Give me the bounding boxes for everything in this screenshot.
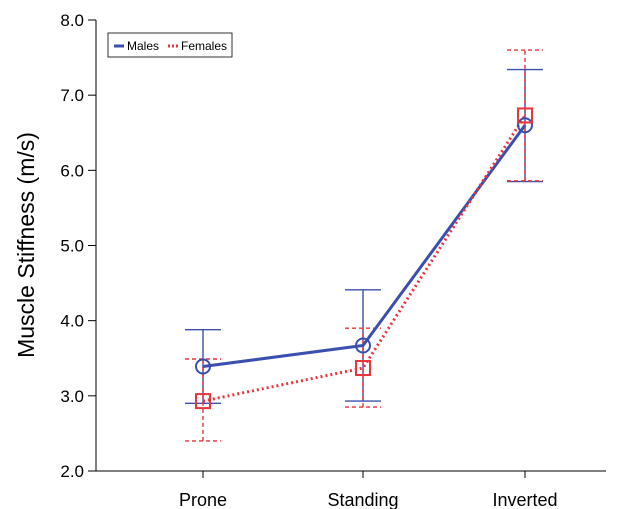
- legend-label-males: Males: [127, 39, 159, 53]
- x-tick-label: Inverted: [492, 490, 557, 509]
- y-tick-label: 7.0: [60, 86, 84, 105]
- error-bars: [185, 49, 543, 442]
- point-males: [517, 117, 533, 134]
- axes: 2.0 3.0 4.0 5.0 6.0 7.0 8.0 Prone Standing Invert…: [60, 11, 606, 509]
- point-females: [517, 107, 533, 124]
- y-tick-label: 3.0: [60, 387, 84, 406]
- legend: Males Females: [107, 32, 233, 58]
- point-males: [195, 358, 211, 375]
- legend-label-females: Females: [181, 39, 227, 53]
- series-markers: [195, 107, 533, 410]
- point-females: [195, 393, 211, 410]
- y-tick-label: 6.0: [60, 161, 84, 180]
- y-tick-label: 8.0: [60, 11, 84, 30]
- series-lines: [202, 114, 527, 403]
- y-tick-label: 5.0: [60, 237, 84, 256]
- x-tick-label: Standing: [327, 490, 398, 509]
- y-axis-label: Muscle Stiffness (m/s): [13, 132, 39, 358]
- y-tick-label: 4.0: [60, 312, 84, 331]
- series-line-females: [202, 114, 527, 403]
- point-males: [355, 337, 371, 354]
- series-line-males: [202, 124, 527, 369]
- y-tick-label: 2.0: [60, 462, 84, 481]
- x-tick-label: Prone: [179, 490, 227, 509]
- point-females: [355, 360, 371, 377]
